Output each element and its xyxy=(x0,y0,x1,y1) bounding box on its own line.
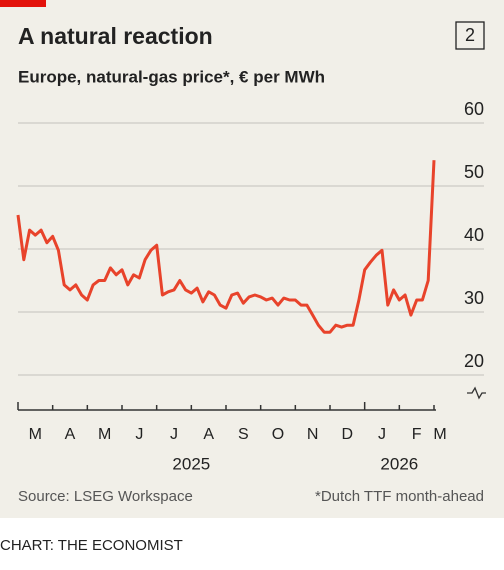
x-tick-label: A xyxy=(65,426,76,443)
credit: CHART: THE ECONOMIST xyxy=(0,537,183,554)
x-tick-label: N xyxy=(307,426,319,443)
x-tick-label: J xyxy=(170,426,178,443)
y-tick-label: 20 xyxy=(464,351,484,371)
year-label: 2025 xyxy=(172,454,210,473)
brand-tag xyxy=(0,0,46,7)
price-line xyxy=(16,160,436,334)
y-tick-label: 40 xyxy=(464,225,484,245)
chart-number: 2 xyxy=(465,25,475,45)
x-tick-label: J xyxy=(378,426,386,443)
chart-number-box xyxy=(455,21,485,50)
chart-title: A natural reaction xyxy=(18,23,213,49)
chart-subtitle: Europe, natural-gas price*, € per MWh xyxy=(18,67,325,86)
x-tick-label: A xyxy=(203,426,214,443)
y-tick-label: 60 xyxy=(464,99,484,119)
year-label: 2026 xyxy=(380,454,418,473)
x-tick-label: M xyxy=(433,426,446,443)
source: Source: LSEG Workspace xyxy=(18,488,193,505)
x-tick-label: J xyxy=(135,426,143,443)
chart-background xyxy=(0,0,504,518)
x-tick-label: M xyxy=(29,426,42,443)
x-tick-label: D xyxy=(342,426,354,443)
x-tick-label: M xyxy=(98,426,111,443)
y-tick-label: 30 xyxy=(464,288,484,308)
axis-break xyxy=(467,386,486,400)
x-tick-label: S xyxy=(238,426,249,443)
x-tick-label: O xyxy=(272,426,284,443)
y-tick-label: 50 xyxy=(464,162,484,182)
x-tick-label: F xyxy=(412,426,422,443)
footnote: *Dutch TTF month-ahead xyxy=(315,488,484,505)
